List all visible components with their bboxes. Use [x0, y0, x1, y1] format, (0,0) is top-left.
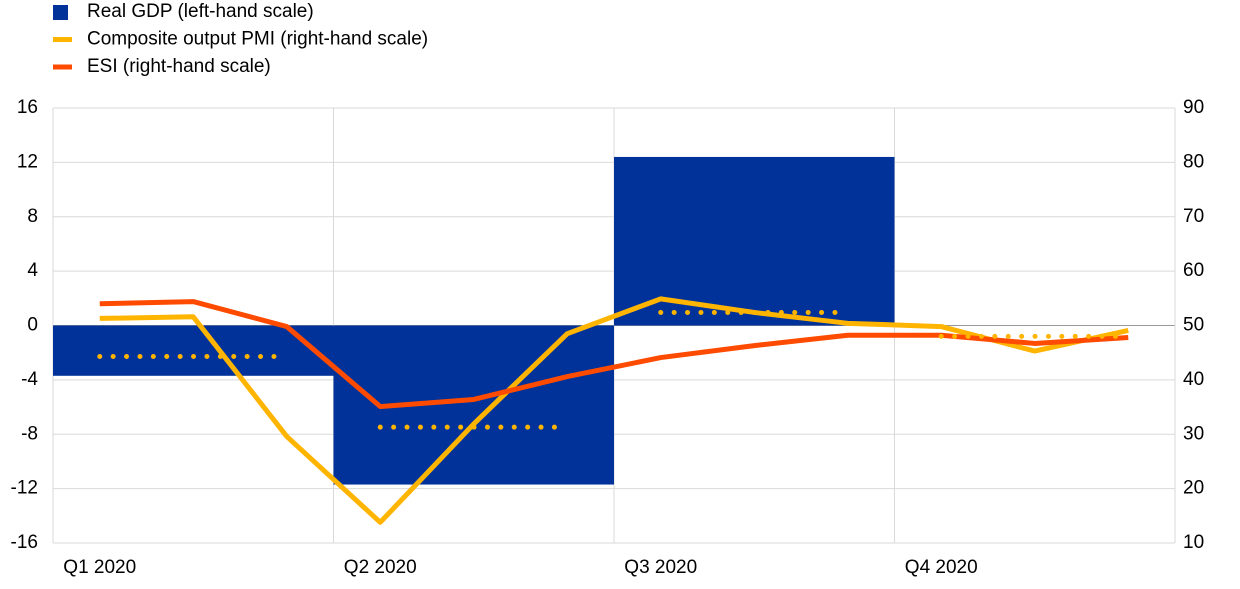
- y-tick-label: 0: [27, 315, 38, 336]
- legend-label: Real GDP (left-hand scale): [87, 1, 314, 22]
- x-tick-label: Q3 2020: [624, 557, 697, 578]
- y2-tick-label: 40: [1183, 369, 1204, 390]
- y-tick-label: 16: [17, 97, 38, 118]
- y-tick-label: -16: [11, 532, 38, 553]
- y-tick-label: 4: [27, 260, 38, 281]
- y2-tick-label: 70: [1183, 206, 1204, 227]
- legend-label: ESI (right-hand scale): [87, 56, 271, 77]
- y2-tick-label: 50: [1183, 315, 1204, 336]
- y2-tick-label: 60: [1183, 260, 1204, 281]
- y-tick-label: 12: [17, 151, 38, 172]
- y2-tick-label: 30: [1183, 423, 1204, 444]
- y2-tick-label: 90: [1183, 97, 1204, 118]
- y-tick-label: -4: [21, 369, 38, 390]
- y2-tick-label: 80: [1183, 151, 1204, 172]
- y2-tick-label: 10: [1183, 532, 1204, 553]
- bar: [53, 325, 334, 376]
- legend-marker: [53, 5, 68, 20]
- x-tick-label: Q2 2020: [344, 557, 417, 578]
- x-tick-label: Q1 2020: [63, 557, 136, 578]
- x-tick-label: Q4 2020: [905, 557, 978, 578]
- legend-label: Composite output PMI (right-hand scale): [87, 29, 428, 50]
- line: [99, 296, 1129, 525]
- y-tick-label: -8: [21, 423, 38, 444]
- y-tick-label: -12: [11, 478, 38, 499]
- y-tick-label: 8: [27, 206, 38, 227]
- y2-tick-label: 20: [1183, 478, 1204, 499]
